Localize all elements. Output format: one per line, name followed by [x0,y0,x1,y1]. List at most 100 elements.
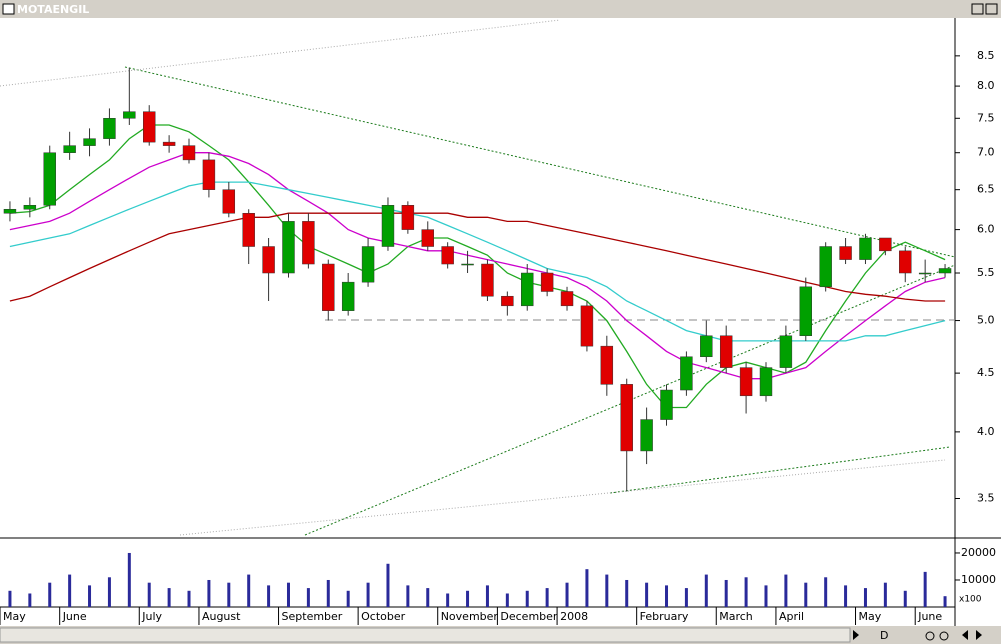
candle-body [143,111,156,143]
candle-body [361,246,375,283]
volume-bar [665,585,669,607]
volume-bar [346,590,350,607]
pan-left[interactable] [962,630,968,640]
x-tick-label: November [441,610,499,623]
candle-body [640,419,653,452]
candle-body [540,272,554,292]
y-tick-label: 20000 [961,546,996,559]
close-button[interactable] [985,3,998,15]
scroll-right[interactable] [853,630,859,640]
volume-bar [147,582,151,607]
volume-bar [545,588,549,607]
moving-average [9,152,946,380]
volume-bar [446,593,450,607]
volume-bar [48,582,52,607]
candle-body [401,205,415,230]
volume-bar [406,585,410,607]
x-tick-label: October [361,610,405,623]
candle-body [222,189,236,214]
volume-bar [824,577,828,607]
toolbar-label[interactable]: D [880,629,888,642]
candle-body [103,118,116,139]
window-icon[interactable] [2,3,15,15]
volume-bar [943,596,947,607]
volume-bar [525,590,529,607]
volume-unit: x100 [959,595,982,605]
candle-body [739,367,753,397]
candle-body [819,246,832,288]
volume-bar [585,569,589,607]
y-tick-label: 5.0 [977,314,995,327]
candle-body [23,205,37,210]
candle-body [521,272,534,307]
volume-bar [724,579,728,607]
candle-body [759,367,773,397]
volume-bar [207,579,211,607]
volume-bar [505,593,509,607]
x-tick-label: June [62,610,87,623]
volume-bar [366,582,370,607]
candle-body [282,221,295,274]
x-tick-label: August [202,610,241,623]
volume-bar [485,585,489,607]
plot-area [0,18,1001,626]
candle-body [719,335,733,368]
volume-bar [386,563,390,607]
y-tick-label: 4.0 [977,425,995,438]
volume-bar [466,590,470,607]
candle-body [3,208,17,214]
trendline [304,264,956,536]
volume-bar [625,579,629,607]
y-tick-label: 6.0 [977,223,995,236]
volume-bar [744,577,748,607]
volume-bar [306,588,310,607]
zoom-out[interactable] [925,631,935,641]
volume-bar [107,577,111,607]
candle-body [879,237,892,252]
candle-body [322,263,335,311]
x-tick-label: May [859,610,882,623]
volume-bar [88,585,92,607]
x-tick-label: 2008 [560,610,588,623]
candle-body [302,221,315,265]
volume-bar [8,590,12,607]
candle-body [799,286,812,337]
title-bar [0,0,1001,18]
volume-bar [605,574,609,607]
volume-bar [68,574,72,607]
volume-bar [844,585,848,607]
volume-bar [426,588,430,607]
y-tick-label: 8.5 [977,49,995,62]
candle-body [162,141,176,146]
x-tick-label: September [282,610,343,623]
volume-bar [863,588,867,607]
candle-body [421,229,434,247]
zoom-in[interactable] [939,631,949,641]
candle-body [600,345,614,385]
volume-bar [247,574,251,607]
candle-body [63,145,76,153]
volume-bar [645,582,649,607]
candle-body [938,268,952,274]
restore-button[interactable] [971,3,984,15]
candle-body [680,356,693,391]
candle-body [202,159,216,190]
volume-bar [267,585,271,607]
candle-body [43,152,56,206]
candle-body [899,250,912,274]
trendline [0,19,561,87]
candle-body [660,389,673,420]
candle-body [182,145,196,161]
candle-body [779,335,793,368]
trendline [609,446,951,494]
x-tick-label: March [719,610,753,623]
candle-body [620,384,633,452]
scrollbar[interactable] [0,627,851,643]
candle-body [381,205,395,247]
pan-right[interactable] [976,630,982,640]
y-tick-label: 6.5 [977,183,995,196]
volume-bar [704,574,708,607]
candle-body [242,212,255,247]
window-title: MOTAENGIL [17,3,89,16]
candle-body [839,246,852,260]
